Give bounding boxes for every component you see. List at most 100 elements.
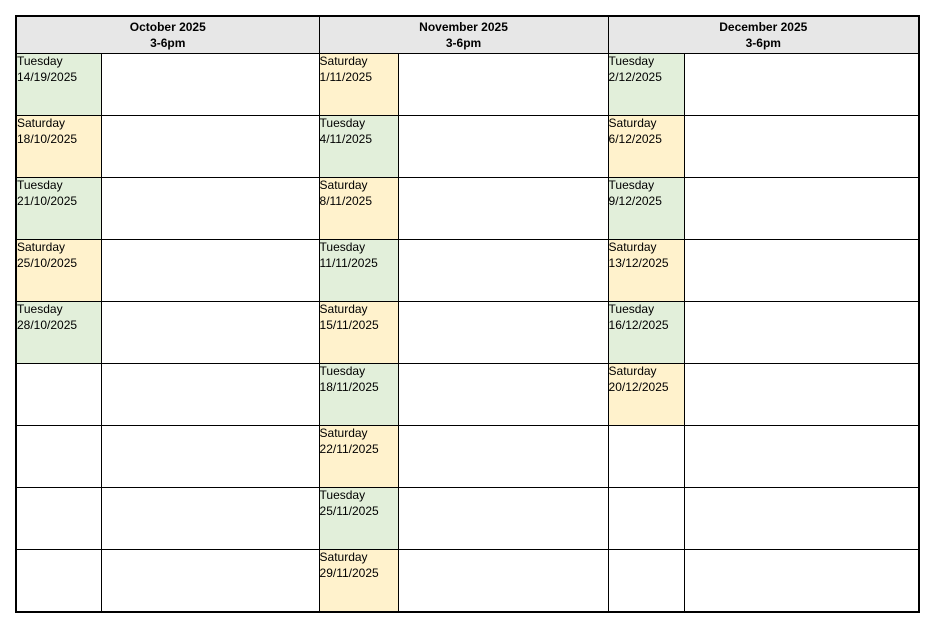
notes-cell xyxy=(683,487,920,550)
date-cell: Tuesday 2/12/2025 xyxy=(607,53,685,116)
date-cell: Saturday 6/12/2025 xyxy=(607,115,685,178)
date-cell: Tuesday 11/11/2025 xyxy=(318,239,399,302)
date-cell xyxy=(15,363,102,426)
date-cell-date: 28/10/2025 xyxy=(17,317,78,332)
date-cell-day: Tuesday xyxy=(17,54,63,68)
date-cell: Tuesday 21/10/2025 xyxy=(15,177,102,240)
schedule-row: Tuesday 14/19/2025 Saturday 1/11/2025 Tu… xyxy=(15,53,920,116)
date-cell: Tuesday 25/11/2025 xyxy=(318,487,399,550)
date-cell-day: Tuesday xyxy=(608,54,655,68)
notes-cell xyxy=(683,115,920,178)
notes-cell xyxy=(100,239,320,302)
notes-cell xyxy=(100,549,320,613)
month-header-december: December 2025 3-6pm xyxy=(607,15,920,54)
header-row: October 2025 3-6pm November 2025 3-6pm D… xyxy=(15,15,920,54)
notes-cell xyxy=(100,363,320,426)
schedule-row: Tuesday 28/10/2025 Saturday 15/11/2025 T… xyxy=(15,301,920,364)
date-cell-date: 21/10/2025 xyxy=(17,193,78,208)
date-cell-day: Saturday xyxy=(608,364,657,378)
schedule-row: Tuesday 18/11/2025 Saturday 20/12/2025 xyxy=(15,363,920,426)
notes-cell xyxy=(100,425,320,488)
schedule-row: Tuesday 25/11/2025 xyxy=(15,487,920,550)
month-time: 3-6pm xyxy=(445,36,482,50)
date-cell: Saturday 8/11/2025 xyxy=(318,177,399,240)
date-cell: Tuesday 4/11/2025 xyxy=(318,115,399,178)
notes-cell xyxy=(397,301,609,364)
date-cell-date: 8/11/2025 xyxy=(319,193,373,208)
date-cell: Tuesday 28/10/2025 xyxy=(15,301,102,364)
notes-cell xyxy=(683,425,920,488)
date-cell-date: 2/12/2025 xyxy=(608,69,662,84)
date-cell-day: Tuesday xyxy=(319,364,366,378)
notes-cell xyxy=(100,115,320,178)
month-title: October 2025 xyxy=(129,20,206,34)
date-cell: Saturday 20/12/2025 xyxy=(607,363,685,426)
notes-cell xyxy=(397,363,609,426)
date-cell-day: Saturday xyxy=(319,426,368,440)
notes-cell xyxy=(397,177,609,240)
notes-cell xyxy=(100,53,320,116)
notes-cell xyxy=(100,487,320,550)
month-header-november: November 2025 3-6pm xyxy=(318,15,609,54)
month-header-october: October 2025 3-6pm xyxy=(15,15,320,54)
date-cell: Saturday 18/10/2025 xyxy=(15,115,102,178)
date-cell: Tuesday 16/12/2025 xyxy=(607,301,685,364)
date-cell-date: 4/11/2025 xyxy=(319,131,373,146)
month-title: December 2025 xyxy=(719,20,808,34)
date-cell xyxy=(15,425,102,488)
date-cell-day: Tuesday xyxy=(319,116,366,130)
schedule-row: Tuesday 21/10/2025 Saturday 8/11/2025 Tu… xyxy=(15,177,920,240)
date-cell-day: Tuesday xyxy=(319,488,366,502)
date-cell-day: Saturday xyxy=(319,178,368,192)
notes-cell xyxy=(683,53,920,116)
date-cell-date: 15/11/2025 xyxy=(319,317,379,332)
date-cell-date: 25/11/2025 xyxy=(319,503,379,518)
date-cell: Saturday 1/11/2025 xyxy=(318,53,399,116)
date-cell: Saturday 22/11/2025 xyxy=(318,425,399,488)
date-cell-date: 20/12/2025 xyxy=(608,379,669,394)
date-cell xyxy=(15,487,102,550)
notes-cell xyxy=(100,301,320,364)
notes-cell xyxy=(683,177,920,240)
date-cell: Saturday 25/10/2025 xyxy=(15,239,102,302)
date-cell xyxy=(607,425,685,488)
notes-cell xyxy=(683,239,920,302)
date-cell-date: 11/11/2025 xyxy=(319,255,378,270)
month-time: 3-6pm xyxy=(150,36,186,50)
date-cell-date: 1/11/2025 xyxy=(319,69,373,84)
date-cell-day: Saturday xyxy=(319,302,368,316)
notes-cell xyxy=(397,115,609,178)
date-cell-date: 22/11/2025 xyxy=(319,441,379,456)
date-cell-date: 29/11/2025 xyxy=(319,565,379,580)
date-cell xyxy=(15,549,102,613)
notes-cell xyxy=(100,177,320,240)
notes-cell xyxy=(683,549,920,613)
date-cell-day: Saturday xyxy=(608,240,657,254)
date-cell-date: 6/12/2025 xyxy=(608,131,662,146)
date-cell-day: Saturday xyxy=(608,116,657,130)
date-cell-date: 9/12/2025 xyxy=(608,193,662,208)
date-cell: Saturday 29/11/2025 xyxy=(318,549,399,613)
date-cell-day: Tuesday xyxy=(17,302,63,316)
notes-cell xyxy=(397,239,609,302)
date-cell: Tuesday 18/11/2025 xyxy=(318,363,399,426)
schedule-table: October 2025 3-6pm November 2025 3-6pm D… xyxy=(15,15,921,613)
notes-cell xyxy=(397,487,609,550)
notes-cell xyxy=(397,425,609,488)
date-cell-day: Saturday xyxy=(319,550,368,564)
month-title: November 2025 xyxy=(419,20,508,34)
date-cell: Saturday 13/12/2025 xyxy=(607,239,685,302)
notes-cell xyxy=(397,549,609,613)
date-cell-date: 18/11/2025 xyxy=(319,379,379,394)
date-cell-day: Saturday xyxy=(17,116,66,130)
date-cell-day: Saturday xyxy=(319,54,368,68)
schedule-row: Saturday 25/10/2025 Tuesday 11/11/2025 S… xyxy=(15,239,920,302)
date-cell-day: Tuesday xyxy=(17,178,63,192)
date-cell: Tuesday 9/12/2025 xyxy=(607,177,685,240)
date-cell: Tuesday 14/19/2025 xyxy=(15,53,102,116)
date-cell-day: Tuesday xyxy=(319,240,366,254)
date-cell-date: 18/10/2025 xyxy=(17,131,78,146)
date-cell-day: Tuesday xyxy=(608,178,655,192)
date-cell-date: 25/10/2025 xyxy=(17,255,78,270)
date-cell-day: Saturday xyxy=(17,240,66,254)
